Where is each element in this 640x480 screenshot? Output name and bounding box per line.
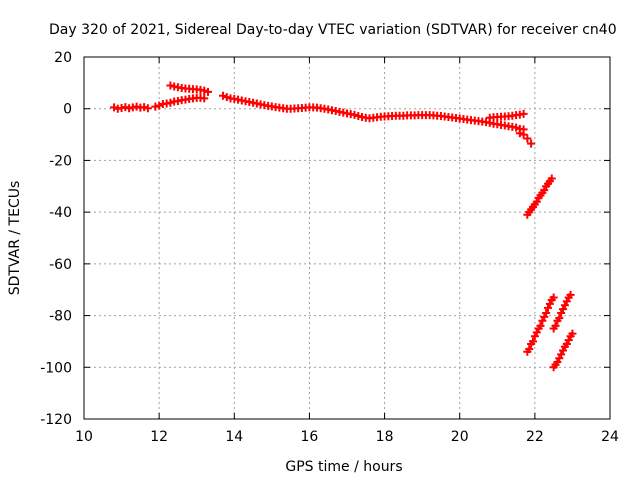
y-tick-label: -80: [49, 309, 72, 325]
x-axis: 10 12 14 16 18 20 22 24: [75, 57, 619, 445]
x-tick-label: 10: [75, 429, 93, 445]
data-point: [155, 101, 164, 110]
data-point: [549, 293, 558, 302]
data-point: [166, 81, 175, 90]
y-tick-label: -120: [40, 412, 72, 428]
data-point: [525, 345, 534, 354]
x-tick-label: 22: [526, 429, 544, 445]
data-point: [166, 98, 175, 107]
y-tick-label: 0: [63, 102, 72, 118]
data-point: [523, 134, 532, 143]
data-point: [219, 91, 228, 100]
data-point: [566, 290, 575, 299]
data-point: [200, 94, 209, 103]
data-point: [121, 103, 130, 112]
data-point: [519, 130, 528, 139]
data-point: [140, 103, 149, 112]
x-tick-label: 18: [376, 429, 394, 445]
x-tick-label: 20: [451, 429, 469, 445]
data-point: [143, 104, 152, 113]
x-tick-label: 16: [301, 429, 319, 445]
y-tick-label: 20: [54, 50, 72, 66]
data-point: [354, 111, 363, 120]
data-point: [132, 102, 141, 111]
data-point: [222, 93, 231, 102]
data-points: [110, 81, 577, 372]
data-point: [110, 103, 119, 112]
data-point: [515, 129, 524, 138]
data-point: [536, 321, 545, 330]
data-point: [555, 314, 564, 323]
chart-title: Day 320 of 2021, Sidereal Day-to-day VTE…: [49, 22, 617, 38]
data-point: [200, 86, 209, 95]
y-axis-label: SDTVAR / TECUs: [7, 181, 23, 296]
data-point: [527, 139, 536, 148]
data-point: [568, 329, 577, 338]
y-axis: 20 0 -20 -40 -60 -80 -100 -120: [40, 50, 610, 428]
x-tick-label: 14: [225, 429, 243, 445]
data-point: [547, 174, 556, 183]
y-tick-label: -100: [40, 360, 72, 376]
y-tick-label: -20: [49, 153, 72, 169]
x-tick-label: 12: [150, 429, 168, 445]
data-point: [519, 109, 528, 118]
x-axis-label: GPS time / hours: [285, 459, 402, 475]
data-point: [350, 110, 359, 119]
y-tick-label: -40: [49, 205, 72, 221]
x-tick-label: 24: [601, 429, 619, 445]
data-point: [551, 321, 560, 330]
y-tick-label: -60: [49, 257, 72, 273]
data-point: [151, 102, 160, 111]
plot-area-frame: [83, 56, 611, 420]
data-point: [542, 308, 551, 317]
data-point: [512, 123, 521, 132]
data-point: [528, 337, 537, 346]
data-point: [203, 87, 212, 96]
